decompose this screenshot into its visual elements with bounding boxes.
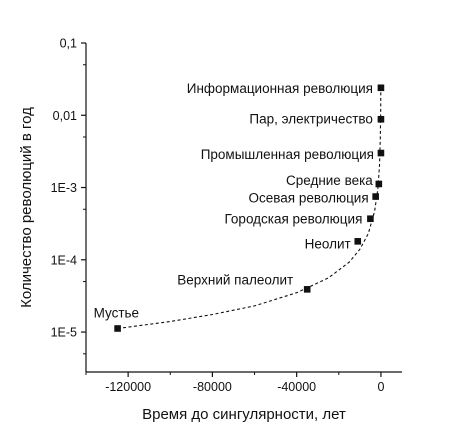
data-point-label: Осевая революция — [248, 191, 368, 206]
x-tick-label: -80000 — [193, 380, 232, 394]
y-tick-label: 0,01 — [53, 109, 77, 123]
point-labels: Мустье Верхний палеолит Неолит Городская ре… — [94, 81, 374, 321]
data-point-marker — [377, 84, 385, 92]
x-axis-ticks: -120000 -80000 -40000 0 — [85, 372, 384, 394]
plot-frame — [85, 43, 402, 373]
y-tick-label: 0,1 — [60, 37, 77, 51]
data-point-marker — [303, 286, 311, 293]
data-point-marker — [377, 149, 385, 157]
data-point-label: Городская революция — [225, 212, 363, 227]
x-tick-label: -120000 — [105, 380, 151, 394]
data-point-marker — [377, 115, 385, 123]
y-axis-title: Количество революций в год — [18, 107, 35, 308]
trend-line — [117, 87, 382, 330]
y-tick-label: 1E-3 — [51, 181, 77, 195]
x-tick-label: 0 — [377, 380, 384, 394]
data-point-marker — [354, 238, 362, 245]
x-tick-label: -40000 — [277, 380, 316, 394]
x-axis-title: Время до сингулярности, лет — [142, 406, 346, 423]
y-axis-ticks: 0,1 0,01 1E-3 1E-4 1E-5 — [51, 37, 86, 355]
data-point-marker — [367, 215, 374, 223]
data-point-label: Верхний палеолит — [177, 272, 293, 287]
data-point-label: Информационная революция — [187, 81, 373, 96]
data-points — [114, 84, 385, 332]
data-point-label: Неолит — [305, 236, 351, 251]
y-tick-label: 1E-5 — [51, 326, 77, 340]
data-point-label: Пар, электричество — [249, 111, 373, 126]
trend-curve — [117, 87, 382, 330]
data-point-marker — [375, 180, 383, 188]
data-point-label: Средние века — [286, 173, 373, 188]
data-point-label: Промышленная революция — [201, 147, 374, 162]
data-point-marker — [114, 325, 121, 332]
data-point-marker — [372, 193, 379, 200]
y-tick-label: 1E-4 — [51, 253, 77, 267]
data-point-label: Мустье — [94, 305, 139, 320]
